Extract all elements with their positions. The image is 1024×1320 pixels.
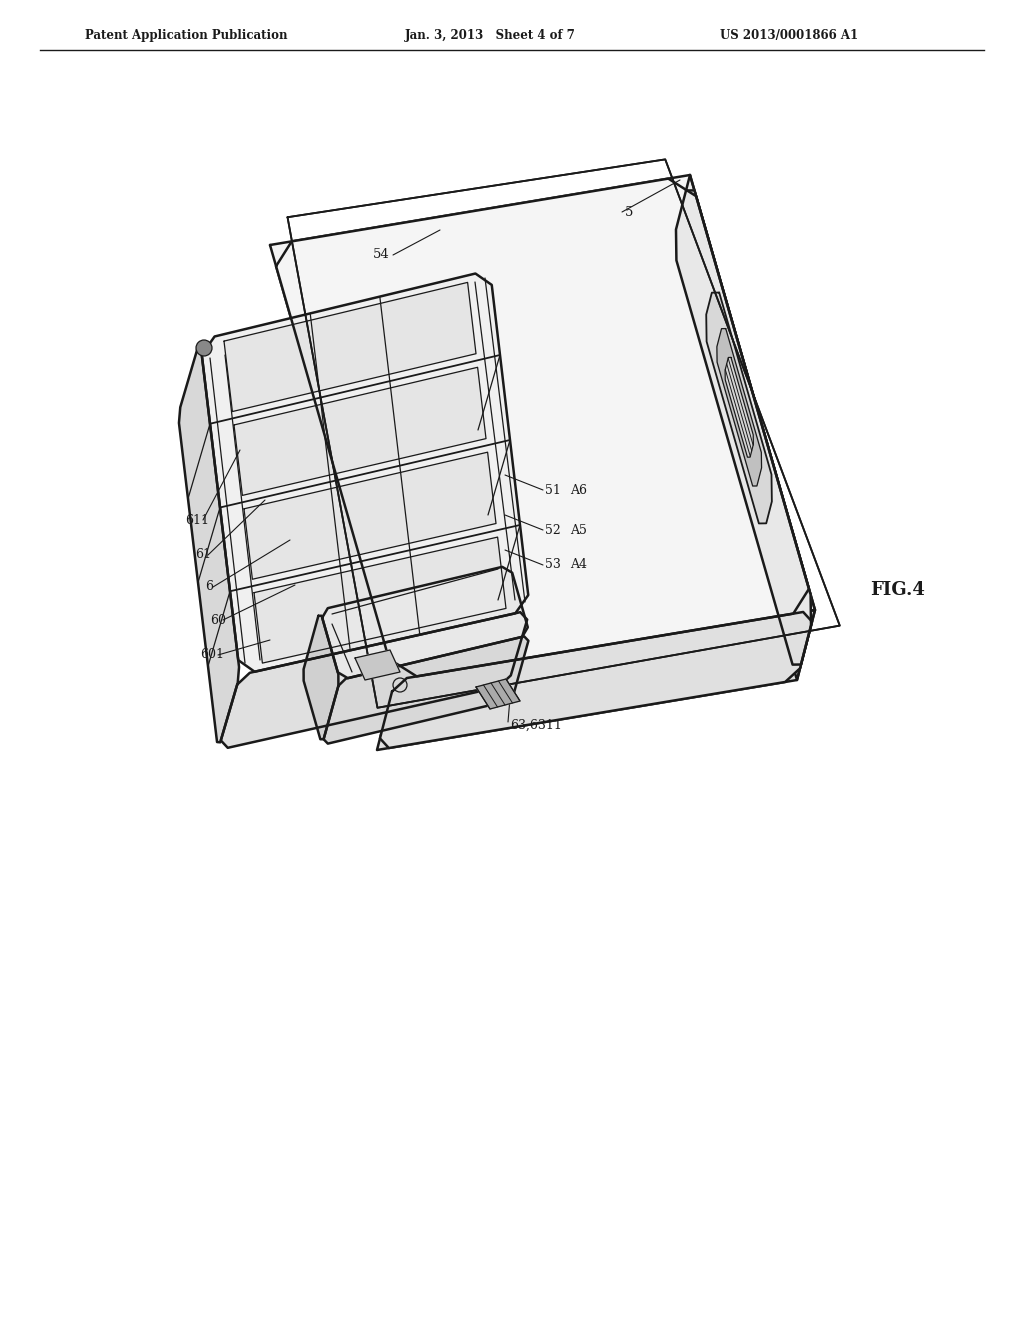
Polygon shape xyxy=(355,649,400,680)
Text: 53: 53 xyxy=(545,558,561,572)
Text: 5: 5 xyxy=(625,206,634,219)
Polygon shape xyxy=(323,566,527,678)
Text: 611: 611 xyxy=(185,513,209,527)
Polygon shape xyxy=(221,612,527,748)
Text: 51: 51 xyxy=(545,483,561,496)
Text: 60: 60 xyxy=(210,614,226,627)
Polygon shape xyxy=(717,329,762,486)
Text: 61: 61 xyxy=(195,549,211,561)
Text: 54: 54 xyxy=(374,248,390,261)
Polygon shape xyxy=(202,273,528,672)
Text: Jan. 3, 2013   Sheet 4 of 7: Jan. 3, 2013 Sheet 4 of 7 xyxy=(406,29,575,41)
Text: Patent Application Publication: Patent Application Publication xyxy=(85,29,288,41)
Polygon shape xyxy=(270,176,815,680)
Polygon shape xyxy=(324,636,528,743)
Polygon shape xyxy=(672,176,815,680)
Polygon shape xyxy=(676,190,811,665)
Polygon shape xyxy=(254,537,506,663)
Polygon shape xyxy=(303,615,338,739)
Text: 63,6311: 63,6311 xyxy=(510,718,562,731)
Text: US 2013/0001866 A1: US 2013/0001866 A1 xyxy=(720,29,858,41)
Polygon shape xyxy=(179,347,239,742)
Text: 6: 6 xyxy=(205,581,213,594)
Circle shape xyxy=(196,341,212,356)
Polygon shape xyxy=(276,178,809,676)
Polygon shape xyxy=(725,358,754,457)
Text: 52: 52 xyxy=(545,524,561,536)
Text: 601: 601 xyxy=(200,648,224,661)
Polygon shape xyxy=(707,293,772,524)
Polygon shape xyxy=(377,610,815,750)
Text: A6: A6 xyxy=(570,483,587,496)
Text: FIG.4: FIG.4 xyxy=(870,581,925,599)
Polygon shape xyxy=(476,678,520,709)
Polygon shape xyxy=(380,612,812,748)
Text: A5: A5 xyxy=(570,524,587,536)
Polygon shape xyxy=(244,453,496,579)
Polygon shape xyxy=(234,367,486,495)
Polygon shape xyxy=(224,282,476,412)
Text: A4: A4 xyxy=(570,558,587,572)
